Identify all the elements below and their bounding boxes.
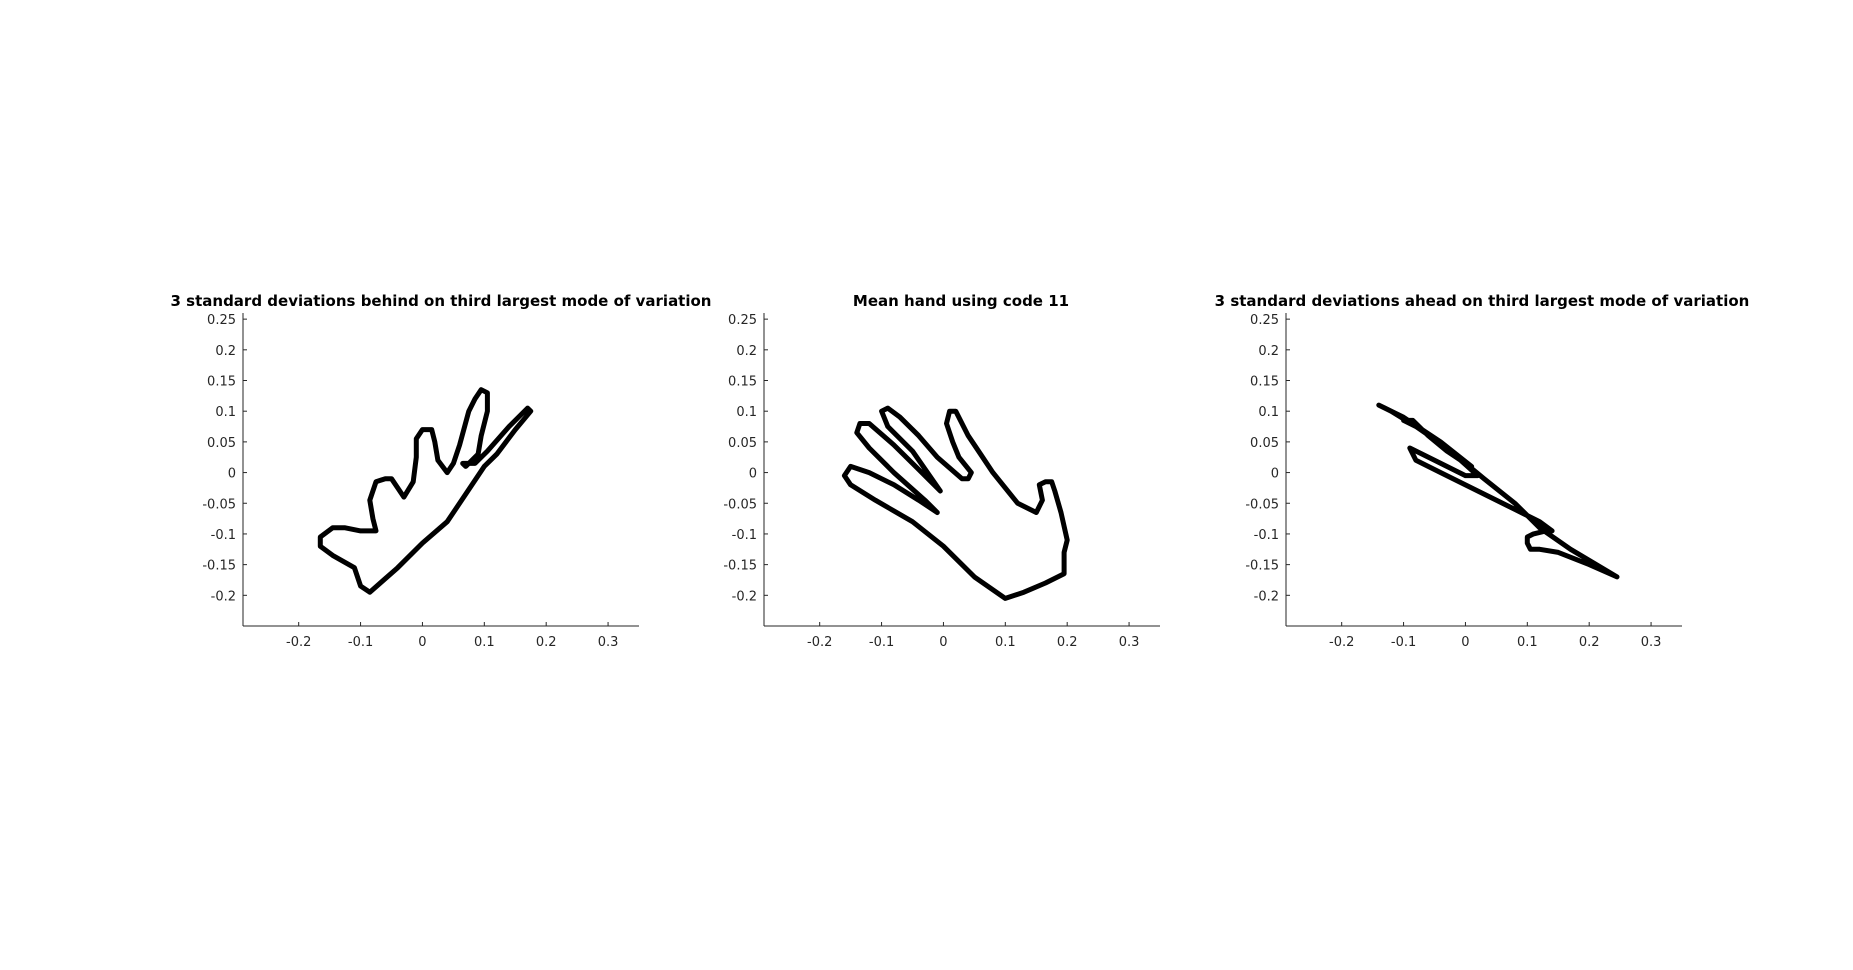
x-tick-label: -0.2 — [1329, 635, 1354, 650]
subplot-ahead: 3 standard deviations ahead on third lar… — [1215, 292, 1750, 650]
y-tick-label: -0.1 — [1254, 528, 1279, 543]
x-tick-label: 0.3 — [1119, 635, 1140, 650]
y-tick-label: -0.05 — [202, 497, 236, 512]
y-tick-label: 0.25 — [207, 313, 236, 328]
y-tick-label: 0.05 — [1250, 436, 1279, 451]
y-tick-label: 0 — [1271, 467, 1279, 482]
y-tick-label: -0.15 — [202, 559, 236, 574]
x-tick-label: 0.2 — [536, 635, 557, 650]
y-tick-label: 0.05 — [207, 436, 236, 451]
hand-outline — [841, 405, 1070, 601]
x-tick-label: -0.2 — [286, 635, 311, 650]
y-tick-label: -0.1 — [211, 528, 236, 543]
plot-area — [1376, 402, 1620, 580]
ticks: -0.2 -0.1 0 0.1 0.2 0.3 0.25 0.2 0.15 0.1 0.05 0 -0.… — [723, 313, 1139, 650]
axes — [242, 313, 639, 627]
x-tick-label: 0.3 — [1641, 635, 1662, 650]
plot-title: 3 standard deviations behind on third la… — [171, 292, 712, 310]
y-tick-label: -0.2 — [732, 589, 757, 604]
y-tick-label: 0.1 — [1258, 405, 1279, 420]
x-tick-label: 0.2 — [1057, 635, 1078, 650]
x-tick-label: 0.1 — [995, 635, 1016, 650]
y-tick-label: -0.05 — [1245, 497, 1279, 512]
y-tick-label: 0.25 — [1250, 313, 1279, 328]
hand-outline — [1376, 402, 1620, 580]
axes — [1285, 313, 1682, 627]
y-tick-label: -0.15 — [1245, 559, 1279, 574]
x-tick-label: 0.2 — [1579, 635, 1600, 650]
plot-title: 3 standard deviations ahead on third lar… — [1215, 292, 1750, 310]
ticks: -0.2 -0.1 0 0.1 0.2 0.3 0.25 0.2 0.15 0.1 0.05 0 -0.… — [1245, 313, 1661, 650]
y-tick-label: 0.2 — [736, 344, 757, 359]
plot-area — [841, 405, 1070, 601]
hand-outline — [317, 387, 534, 595]
x-tick-label: -0.2 — [807, 635, 832, 650]
x-tick-label: -0.1 — [869, 635, 894, 650]
x-tick-label: -0.1 — [348, 635, 373, 650]
y-tick-label: -0.2 — [211, 589, 236, 604]
subplot-mean: Mean hand using code 11 -0.2 -0.1 0 0.1 0.2 0… — [723, 292, 1160, 650]
axes — [763, 313, 1160, 627]
y-tick-label: 0.15 — [207, 375, 236, 390]
subplot-behind: 3 standard deviations behind on third la… — [171, 292, 712, 650]
y-tick-label: 0.2 — [1258, 344, 1279, 359]
ticks: -0.2 -0.1 0 0.1 0.2 0.3 0.25 0.2 0.15 0.1 0.05 0 -0.… — [202, 313, 618, 650]
y-tick-label: 0.2 — [215, 344, 236, 359]
y-tick-label: 0.1 — [215, 405, 236, 420]
x-tick-label: 0.1 — [1517, 635, 1538, 650]
y-tick-label: -0.2 — [1254, 589, 1279, 604]
y-tick-label: 0 — [749, 467, 757, 482]
x-tick-label: 0.1 — [474, 635, 495, 650]
plot-area — [317, 387, 534, 595]
plot-title: Mean hand using code 11 — [853, 292, 1069, 310]
x-tick-label: -0.1 — [1391, 635, 1416, 650]
y-tick-label: 0 — [228, 467, 236, 482]
y-tick-label: -0.15 — [723, 559, 757, 574]
y-tick-label: -0.1 — [732, 528, 757, 543]
y-tick-label: 0.25 — [728, 313, 757, 328]
x-tick-label: 0.3 — [598, 635, 619, 650]
x-tick-label: 0 — [418, 635, 426, 650]
y-tick-label: 0.15 — [728, 375, 757, 390]
y-tick-label: 0.1 — [736, 405, 757, 420]
y-tick-label: 0.05 — [728, 436, 757, 451]
x-tick-label: 0 — [1461, 635, 1469, 650]
y-tick-label: -0.05 — [723, 497, 757, 512]
y-tick-label: 0.15 — [1250, 375, 1279, 390]
x-tick-label: 0 — [939, 635, 947, 650]
